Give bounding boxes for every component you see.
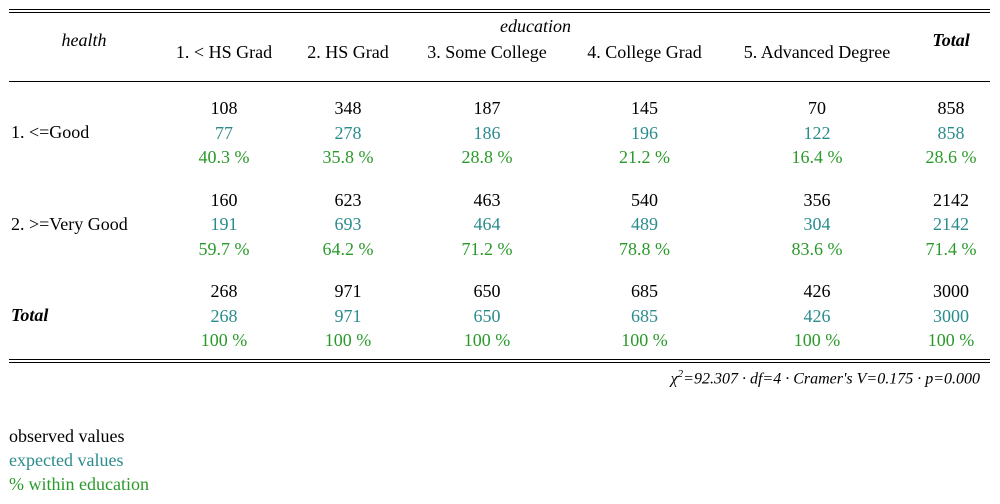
table-cell: 650 650 100 % (407, 279, 567, 353)
expected-value: 971 (334, 305, 362, 326)
row-label: 2. >=Very Good (11, 213, 128, 234)
table-cell: 70 122 16.4 % (722, 96, 912, 170)
percent-value: 78.8 % (619, 238, 670, 259)
expected-value: 77 (215, 122, 233, 143)
table-cell: 623 693 64.2 % (289, 188, 407, 262)
observed-value: 108 (210, 98, 238, 118)
observed-value: 3000 (933, 281, 970, 301)
observed-value: 348 (334, 98, 362, 118)
observed-value: 650 (473, 281, 501, 301)
percent-value: 40.3 % (198, 147, 250, 167)
observed-value: 971 (334, 281, 362, 301)
expected-value: 858 (937, 122, 965, 143)
expected-value: 693 (334, 214, 362, 234)
percent-value: 71.2 % (461, 238, 513, 259)
table-cell: 3000 3000 100 % (912, 279, 990, 353)
row-variable-label: health (61, 29, 107, 50)
percent-value: 100 % (793, 330, 841, 350)
column-header: 2. HS Grad (307, 41, 389, 62)
table-cell: 2142 2142 71.4 % (912, 188, 990, 262)
total-column-header: Total (932, 29, 970, 50)
percent-value: 100 % (463, 330, 511, 350)
percent-value: 28.6 % (925, 147, 977, 167)
crosstab-container: health education Total 1. < HS Grad 2. H… (9, 9, 991, 363)
table-cell: 108 77 40.3 % (159, 96, 289, 170)
expected-value: 122 (803, 122, 831, 143)
table-cell: 858 858 28.6 % (912, 96, 990, 170)
expected-value: 186 (473, 122, 501, 143)
table-cell: 145 196 21.2 % (567, 96, 722, 170)
expected-value: 650 (473, 305, 501, 326)
observed-value: 187 (473, 98, 501, 118)
column-header: 3. Some College (427, 41, 547, 62)
table-row: Total 268 268 100 % 971 971 100 % 650 650 100 % 68… (9, 279, 990, 353)
legend-percent: % within education (9, 474, 149, 494)
legend: observed values expected values % within… (9, 424, 149, 496)
expected-value: 426 (803, 305, 831, 326)
expected-value: 191 (210, 214, 238, 234)
expected-value: 268 (210, 305, 238, 326)
percent-value: 100 % (621, 330, 668, 350)
percent-value: 100 % (927, 330, 975, 350)
table-cell: 463 464 71.2 % (407, 188, 567, 262)
percent-value: 35.8 % (322, 147, 374, 167)
column-header: 4. College Grad (587, 41, 702, 62)
expected-value: 489 (631, 214, 658, 234)
observed-value: 623 (334, 189, 362, 210)
expected-value: 3000 (933, 305, 970, 326)
column-variable-label: education (500, 16, 572, 36)
percent-value: 64.2 % (322, 238, 374, 259)
percent-value: 100 % (200, 330, 248, 350)
table-row: 1. <=Good 108 77 40.3 % 348 278 35.8 % 187 186 28… (9, 96, 990, 170)
expected-value: 464 (473, 214, 501, 234)
table-cell: 348 278 35.8 % (289, 96, 407, 170)
chi-square-statistics: χ2=92.307 · df=4 · Cramer's V=0.175 · p=… (670, 368, 980, 388)
top-rule (9, 9, 990, 13)
row-label: 1. <=Good (11, 122, 90, 143)
row-label: Total (11, 305, 49, 326)
percent-value: 16.4 % (791, 147, 843, 167)
table-cell: 187 186 28.8 % (407, 96, 567, 170)
table-cell: 426 426 100 % (722, 279, 912, 353)
expected-value: 685 (631, 305, 658, 326)
table-cell: 971 971 100 % (289, 279, 407, 353)
table-cell: 685 685 100 % (567, 279, 722, 353)
table-cell: 356 304 83.6 % (722, 188, 912, 262)
crosstab-table: health education Total 1. < HS Grad 2. H… (9, 13, 991, 353)
percent-value: 83.6 % (791, 238, 843, 259)
percent-value: 28.8 % (461, 147, 513, 167)
bottom-rule (9, 358, 990, 363)
percent-value: 59.7 % (198, 238, 250, 259)
table-cell: 160 191 59.7 % (159, 188, 289, 262)
observed-value: 540 (631, 189, 658, 210)
observed-value: 463 (473, 189, 501, 210)
expected-value: 278 (334, 122, 362, 143)
column-header: 1. < HS Grad (175, 41, 273, 62)
table-row: 2. >=Very Good 160 191 59.7 % 623 693 64.2 % 46… (9, 188, 990, 262)
percent-value: 100 % (324, 330, 372, 350)
observed-value: 160 (210, 189, 238, 210)
expected-value: 2142 (933, 214, 970, 234)
table-cell: 540 489 78.8 % (567, 188, 722, 262)
legend-observed: observed values (9, 426, 125, 446)
observed-value: 70 (808, 98, 827, 118)
observed-value: 145 (631, 98, 658, 118)
expected-value: 196 (631, 122, 658, 143)
expected-value: 304 (803, 214, 831, 234)
column-header: 5. Advanced Degree (743, 41, 891, 62)
observed-value: 685 (631, 281, 658, 301)
observed-value: 858 (937, 98, 965, 118)
observed-value: 268 (210, 281, 238, 301)
observed-value: 426 (803, 281, 831, 301)
percent-value: 71.4 % (925, 238, 977, 259)
percent-value: 21.2 % (619, 147, 670, 167)
observed-value: 356 (803, 189, 831, 210)
legend-expected: expected values (9, 450, 124, 470)
table-cell: 268 268 100 % (159, 279, 289, 353)
observed-value: 2142 (933, 189, 970, 210)
